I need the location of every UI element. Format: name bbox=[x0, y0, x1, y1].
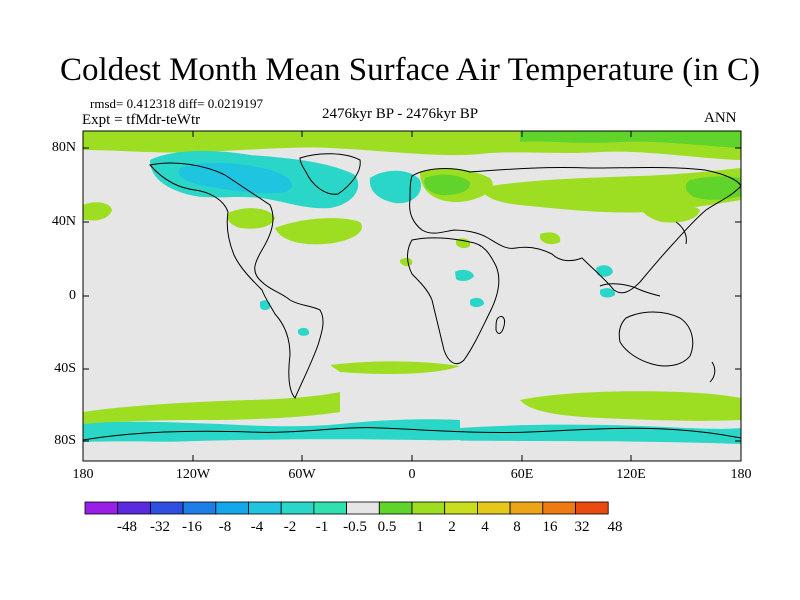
colorbar-cell bbox=[215, 501, 249, 515]
colorbar-label: -8 bbox=[218, 519, 232, 535]
y-axis-label: 40S bbox=[54, 361, 76, 376]
antarctica-coastline bbox=[83, 427, 741, 441]
colorbar-label: -48 bbox=[117, 519, 137, 535]
colorbar bbox=[84, 501, 609, 515]
y-axis-label: 80N bbox=[51, 140, 76, 155]
colorbar-cell bbox=[346, 501, 380, 515]
cooler-region bbox=[178, 162, 293, 194]
coastlines bbox=[83, 153, 741, 441]
colorbar-cell bbox=[476, 501, 511, 515]
y-axis-label: 0 bbox=[69, 288, 76, 303]
warm-region bbox=[400, 257, 413, 267]
cool-region bbox=[455, 269, 474, 281]
colorbar-cell bbox=[182, 501, 217, 515]
warm-region bbox=[639, 199, 700, 223]
colorbar-label: 32 bbox=[574, 519, 590, 535]
colorbar-label: -2 bbox=[283, 519, 297, 535]
cool-region bbox=[596, 265, 613, 277]
colorbar-label: 48 bbox=[607, 519, 623, 535]
cool-region bbox=[470, 297, 484, 307]
warmer-region bbox=[424, 174, 471, 196]
colorbar-cell bbox=[575, 501, 609, 515]
colorbar-label: -32 bbox=[150, 519, 170, 535]
x-axis-label: 180 bbox=[72, 467, 94, 482]
warm-region bbox=[227, 208, 275, 229]
axis-ticks bbox=[82, 131, 742, 461]
colorbar-cell bbox=[280, 501, 315, 515]
colorbar-label: 0.5 bbox=[377, 519, 397, 535]
warm-region bbox=[540, 232, 561, 245]
americas-coastline bbox=[149, 162, 324, 399]
stats-text: rmsd= 0.412318 diff= 0.0219197 bbox=[90, 96, 263, 111]
cool-region bbox=[298, 327, 310, 336]
colorbar-label: -4 bbox=[250, 519, 264, 535]
warmer-region bbox=[685, 176, 741, 200]
colorbar-cell bbox=[542, 501, 576, 515]
colorbar-label: -1 bbox=[315, 519, 329, 535]
madagascar-coastline bbox=[495, 315, 505, 334]
warm-region bbox=[275, 218, 362, 245]
x-axis-label: 120W bbox=[175, 467, 211, 482]
colorbar-label: 4 bbox=[481, 519, 489, 535]
colorbar-cell bbox=[378, 501, 413, 515]
indonesia-coastline bbox=[599, 283, 661, 297]
warm-region bbox=[520, 391, 741, 421]
colorbar-cell bbox=[313, 501, 347, 515]
warm-region bbox=[330, 361, 460, 374]
y-axis-label: 80S bbox=[54, 433, 76, 448]
x-axis-label: 120E bbox=[616, 467, 646, 482]
colorbar-label: 8 bbox=[513, 519, 521, 535]
cool-region bbox=[600, 288, 616, 298]
eurasia-coastline bbox=[409, 166, 741, 294]
cool-region bbox=[369, 170, 421, 204]
y-axis-label: 40N bbox=[51, 214, 76, 229]
colorbar-cell bbox=[117, 501, 151, 515]
colorbar-label: -0.5 bbox=[343, 519, 367, 535]
period-label: 2476kyr BP - 2476kyr BP bbox=[322, 106, 479, 122]
x-axis-label: 0 bbox=[408, 467, 416, 482]
anomaly-fields bbox=[83, 131, 741, 461]
experiment-label: Expt = tfMdr-teWtr bbox=[82, 112, 201, 128]
warm-region bbox=[83, 202, 112, 221]
x-axis-label: 60E bbox=[510, 467, 534, 482]
warm-region bbox=[83, 392, 340, 424]
chart-title: Coldest Month Mean Surface Air Temperatu… bbox=[60, 52, 760, 88]
colorbar-cell bbox=[84, 501, 119, 515]
new-zealand-coastline bbox=[709, 361, 716, 383]
cool-region bbox=[260, 300, 271, 311]
africa-coastline bbox=[407, 237, 500, 365]
season-label: ANN bbox=[704, 110, 737, 126]
colorbar-cell bbox=[411, 501, 446, 515]
x-axis-label: 60W bbox=[288, 467, 316, 482]
colorbar-label: 2 bbox=[448, 519, 456, 535]
neutral-region bbox=[83, 439, 741, 461]
colorbar-label: 16 bbox=[542, 519, 558, 535]
colorbar-cell bbox=[444, 501, 478, 515]
greenland-coastline bbox=[299, 153, 361, 195]
colorbar-cell bbox=[248, 501, 282, 515]
x-axis-label: 180 bbox=[730, 467, 752, 482]
japan-coastline bbox=[675, 221, 687, 245]
colorbar-label: 1 bbox=[416, 519, 424, 535]
australia-coastline bbox=[618, 311, 694, 367]
warm-region bbox=[520, 131, 741, 148]
warm-region bbox=[480, 168, 741, 213]
colorbar-cell bbox=[149, 501, 184, 515]
colorbar-label: -16 bbox=[182, 519, 202, 535]
cool-region bbox=[83, 419, 460, 443]
colorbar-cell bbox=[509, 501, 544, 515]
